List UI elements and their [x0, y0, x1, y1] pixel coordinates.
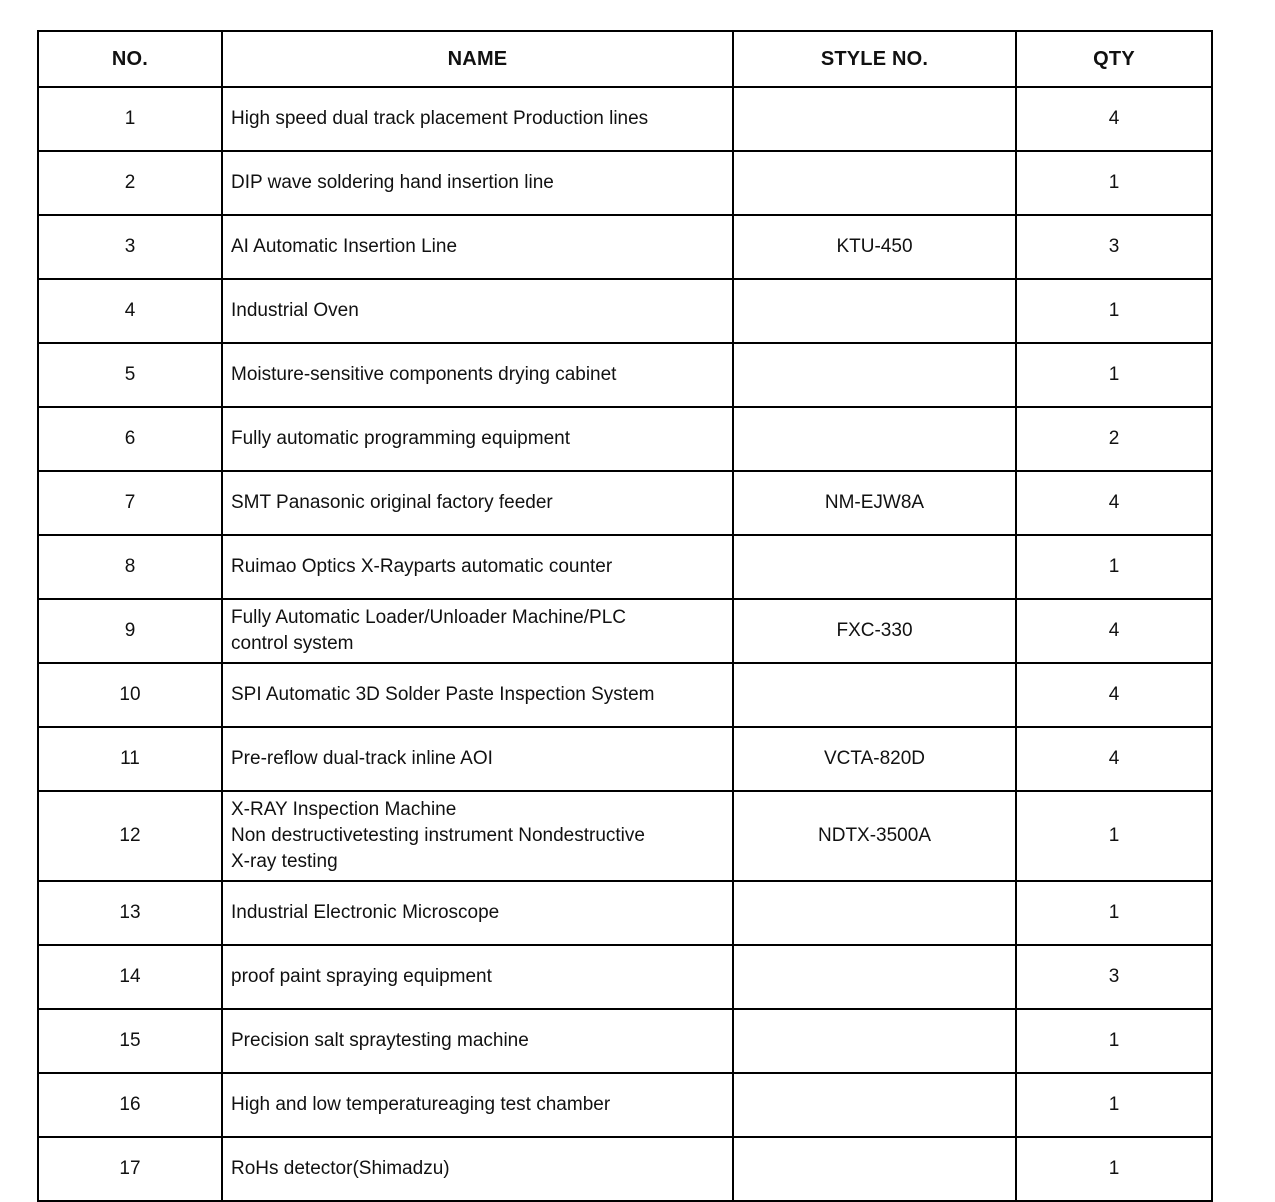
cell-name: Pre-reflow dual-track inline AOI — [221, 726, 734, 792]
cell-name: Ruimao Optics X-Rayparts automatic count… — [221, 534, 734, 600]
cell-qty: 4 — [1015, 726, 1213, 792]
table-row: 7 SMT Panasonic original factory feeder NM… — [37, 470, 1213, 536]
cell-style — [732, 880, 1017, 946]
cell-qty: 1 — [1015, 1136, 1213, 1202]
cell-no: 8 — [37, 534, 223, 600]
cell-style: KTU-450 — [732, 214, 1017, 280]
table-row: 17 RoHs detector(Shimadzu) 1 — [37, 1136, 1213, 1202]
table-row: 4 Industrial Oven 1 — [37, 278, 1213, 344]
cell-name: Fully Automatic Loader/Unloader Machine/… — [221, 598, 734, 664]
cell-style: NDTX-3500A — [732, 790, 1017, 882]
cell-name: proof paint spraying equipment — [221, 944, 734, 1010]
cell-no: 12 — [37, 790, 223, 882]
cell-qty: 3 — [1015, 214, 1213, 280]
table-row: 5 Moisture-sensitive components drying ca… — [37, 342, 1213, 408]
cell-style — [732, 1136, 1017, 1202]
cell-style — [732, 1072, 1017, 1138]
cell-style — [732, 662, 1017, 728]
column-header-name: NAME — [221, 30, 734, 88]
cell-no: 6 — [37, 406, 223, 472]
cell-name: AI Automatic Insertion Line — [221, 214, 734, 280]
cell-style — [732, 1008, 1017, 1074]
cell-no: 14 — [37, 944, 223, 1010]
cell-qty: 1 — [1015, 790, 1213, 882]
table-row: 1 High speed dual track placement Product… — [37, 86, 1213, 152]
column-header-style-no: STYLE NO. — [732, 30, 1017, 88]
cell-style: NM-EJW8A — [732, 470, 1017, 536]
table-row: 9 Fully Automatic Loader/Unloader Machine… — [37, 598, 1213, 664]
cell-qty: 1 — [1015, 534, 1213, 600]
table-row: 10 SPI Automatic 3D Solder Paste Inspecti… — [37, 662, 1213, 728]
document-page: NO. NAME STYLE NO. QTY 1 High speed dual … — [37, 30, 1213, 1202]
cell-no: 5 — [37, 342, 223, 408]
table-row: 14 proof paint spraying equipment 3 — [37, 944, 1213, 1010]
table-row: 8 Ruimao Optics X-Rayparts automatic coun… — [37, 534, 1213, 600]
cell-style — [732, 944, 1017, 1010]
cell-no: 2 — [37, 150, 223, 216]
column-header-qty: QTY — [1015, 30, 1213, 88]
cell-style — [732, 278, 1017, 344]
cell-no: 11 — [37, 726, 223, 792]
cell-name: High and low temperatureaging test chamb… — [221, 1072, 734, 1138]
cell-style — [732, 534, 1017, 600]
cell-name: Industrial Electronic Microscope — [221, 880, 734, 946]
cell-name: SMT Panasonic original factory feeder — [221, 470, 734, 536]
cell-no: 17 — [37, 1136, 223, 1202]
cell-no: 10 — [37, 662, 223, 728]
table-row: 6 Fully automatic programming equipment 2 — [37, 406, 1213, 472]
cell-no: 3 — [37, 214, 223, 280]
cell-style: VCTA-820D — [732, 726, 1017, 792]
table-row: 15 Precision salt spraytesting machine 1 — [37, 1008, 1213, 1074]
cell-style — [732, 150, 1017, 216]
cell-qty: 3 — [1015, 944, 1213, 1010]
cell-qty: 1 — [1015, 150, 1213, 216]
cell-name: DIP wave soldering hand insertion line — [221, 150, 734, 216]
cell-qty: 4 — [1015, 598, 1213, 664]
cell-name: SPI Automatic 3D Solder Paste Inspection… — [221, 662, 734, 728]
table-row: 3 AI Automatic Insertion Line KTU-450 3 — [37, 214, 1213, 280]
cell-qty: 1 — [1015, 342, 1213, 408]
cell-qty: 1 — [1015, 1072, 1213, 1138]
cell-qty: 1 — [1015, 880, 1213, 946]
cell-no: 13 — [37, 880, 223, 946]
cell-name: RoHs detector(Shimadzu) — [221, 1136, 734, 1202]
cell-no: 1 — [37, 86, 223, 152]
cell-no: 4 — [37, 278, 223, 344]
cell-name: Moisture-sensitive components drying cab… — [221, 342, 734, 408]
cell-qty: 1 — [1015, 278, 1213, 344]
cell-style — [732, 86, 1017, 152]
table-row: 16 High and low temperatureaging test cha… — [37, 1072, 1213, 1138]
header-row: NO. NAME STYLE NO. QTY — [37, 30, 1213, 88]
cell-no: 9 — [37, 598, 223, 664]
table-row: 11 Pre-reflow dual-track inline AOI VCTA-8… — [37, 726, 1213, 792]
cell-qty: 4 — [1015, 470, 1213, 536]
column-header-no: NO. — [37, 30, 223, 88]
cell-style — [732, 406, 1017, 472]
equipment-table: NO. NAME STYLE NO. QTY 1 High speed dual … — [37, 30, 1213, 1202]
cell-name: Fully automatic programming equipment — [221, 406, 734, 472]
cell-no: 15 — [37, 1008, 223, 1074]
cell-name: Precision salt spraytesting machine — [221, 1008, 734, 1074]
cell-name: High speed dual track placement Producti… — [221, 86, 734, 152]
cell-name: Industrial Oven — [221, 278, 734, 344]
cell-no: 7 — [37, 470, 223, 536]
table-row: 2 DIP wave soldering hand insertion line 1 — [37, 150, 1213, 216]
cell-qty: 1 — [1015, 1008, 1213, 1074]
table-row: 12 X-RAY Inspection Machine Non destructi… — [37, 790, 1213, 882]
cell-name: X-RAY Inspection Machine Non destructive… — [221, 790, 734, 882]
cell-qty: 4 — [1015, 662, 1213, 728]
cell-no: 16 — [37, 1072, 223, 1138]
cell-qty: 2 — [1015, 406, 1213, 472]
table-row: 13 Industrial Electronic Microscope 1 — [37, 880, 1213, 946]
cell-qty: 4 — [1015, 86, 1213, 152]
table-body: 1 High speed dual track placement Product… — [37, 86, 1213, 1202]
cell-style: FXC-330 — [732, 598, 1017, 664]
cell-style — [732, 342, 1017, 408]
